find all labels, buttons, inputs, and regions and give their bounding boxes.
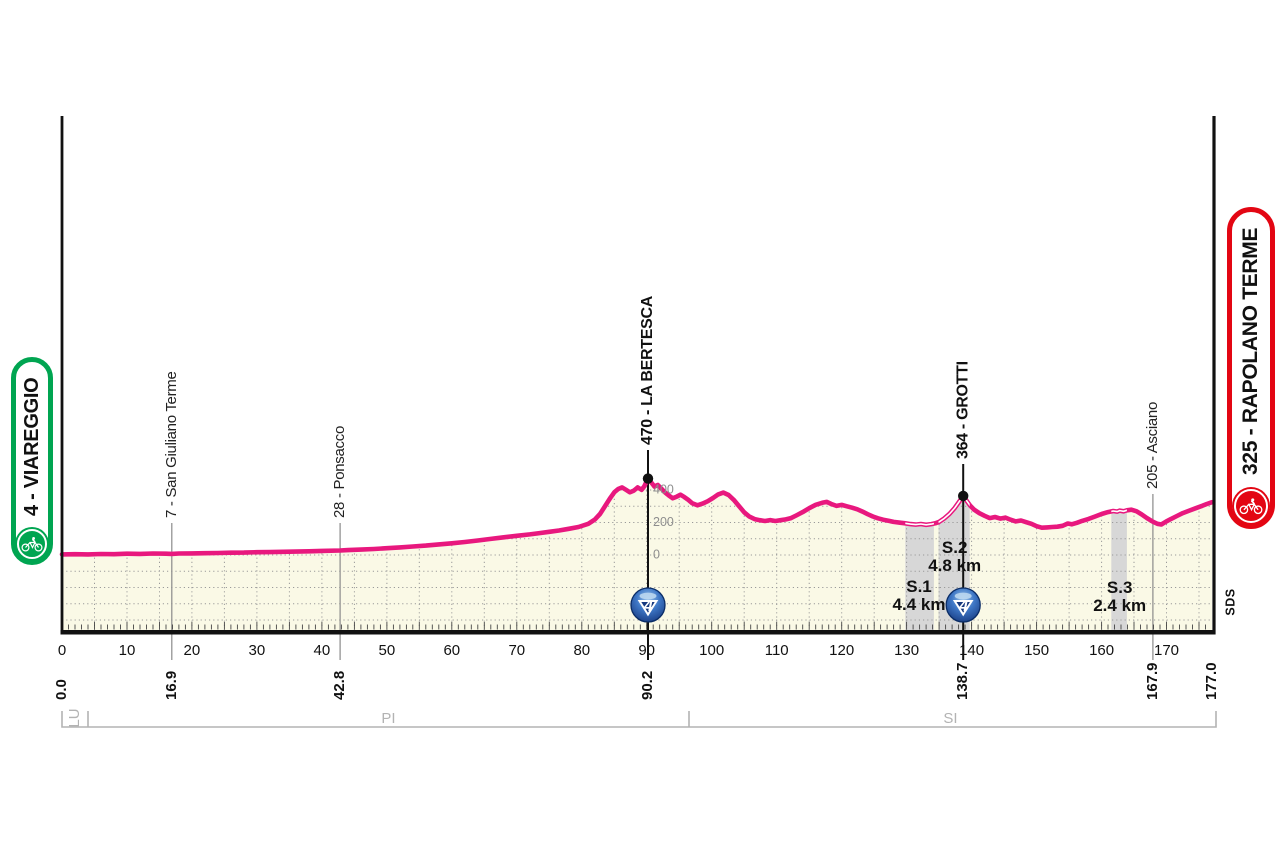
waypoint-town: 28 - Ponsacco [331, 426, 348, 518]
svg-text:S.1: S.1 [906, 577, 932, 596]
gpm-category-ball: 4 [945, 587, 981, 623]
svg-text:4: 4 [643, 598, 653, 615]
summit-dot [642, 473, 654, 484]
finish-location-label: 325 - RAPOLANO TERME [1239, 227, 1262, 476]
route-profile-line [59, 476, 1215, 557]
svg-text:70: 70 [508, 642, 525, 659]
svg-text:4.8 km: 4.8 km [928, 556, 981, 575]
svg-text:177.0: 177.0 [1203, 662, 1220, 700]
svg-text:0: 0 [58, 642, 66, 659]
svg-text:200: 200 [653, 515, 674, 529]
province-bracket: LU PI SI [61, 708, 1217, 728]
finish-badge [1234, 489, 1268, 523]
svg-text:150: 150 [1024, 642, 1049, 659]
svg-text:40: 40 [314, 642, 331, 659]
svg-text:7 - San Giuliano Terme: 7 - San Giuliano Terme [163, 371, 180, 518]
svg-text:160: 160 [1089, 642, 1114, 659]
finish-location-pill: 325 - RAPOLANO TERME [1227, 207, 1275, 529]
gravel-sector-labels: S.14.4 km S.24.8 km S.32.4 km [893, 538, 1147, 615]
svg-text:170: 170 [1154, 642, 1179, 659]
svg-text:4: 4 [958, 598, 968, 615]
svg-text:110: 110 [765, 642, 789, 659]
svg-text:205 - Asciano: 205 - Asciano [1144, 402, 1161, 489]
svg-text:470 - LA BERTESCA: 470 - LA BERTESCA [639, 295, 656, 445]
svg-text:140: 140 [959, 642, 984, 659]
svg-text:130: 130 [894, 642, 919, 659]
elevation-scale-labels: 400 200 0 [653, 482, 674, 561]
svg-text:0: 0 [653, 547, 660, 561]
svg-text:28 - Ponsacco: 28 - Ponsacco [331, 426, 348, 518]
svg-text:20: 20 [184, 642, 201, 659]
waypoint-climb: 364 - GROTTI 4 [945, 361, 981, 623]
cyclist-icon [1239, 497, 1263, 514]
waypoint-km-labels: 0.0 16.9 42.8 90.2 138.7 167.9 177.0 [53, 662, 1220, 700]
svg-text:400: 400 [653, 482, 674, 496]
svg-text:50: 50 [379, 642, 396, 659]
cyclist-icon [21, 536, 43, 552]
svg-text:120: 120 [829, 642, 854, 659]
svg-text:80: 80 [573, 642, 590, 659]
svg-text:16.9: 16.9 [163, 671, 180, 700]
svg-text:138.7: 138.7 [954, 662, 971, 700]
svg-text:90: 90 [638, 642, 655, 659]
start-location-pill: 4 - VIAREGGIO [11, 357, 53, 565]
svg-text:0.0: 0.0 [53, 679, 70, 700]
svg-text:167.9: 167.9 [1144, 662, 1161, 700]
svg-text:S.2: S.2 [942, 538, 968, 557]
svg-text:90.2: 90.2 [639, 671, 656, 700]
svg-text:30: 30 [249, 642, 266, 659]
svg-text:2.4 km: 2.4 km [1093, 596, 1146, 615]
svg-text:100: 100 [699, 642, 724, 659]
province-label: PI [381, 710, 395, 727]
summit-dot [958, 490, 969, 502]
svg-text:4.4 km: 4.4 km [893, 595, 946, 614]
svg-text:364 - GROTTI: 364 - GROTTI [954, 361, 971, 459]
chart-frame [60, 116, 1216, 635]
gpm-category-ball: 4 [630, 587, 666, 623]
waypoint-climb: 470 - LA BERTESCA 4 [630, 295, 666, 623]
waypoint-town: 7 - San Giuliano Terme [163, 371, 180, 518]
svg-text:S.3: S.3 [1107, 578, 1133, 597]
km-minor-ticks [68, 622, 1206, 630]
svg-text:60: 60 [443, 642, 460, 659]
start-location-label: 4 - VIAREGGIO [20, 377, 43, 516]
svg-text:42.8: 42.8 [331, 671, 348, 700]
waypoint-town: 205 - Asciano [1144, 402, 1161, 489]
credit-label: SDS [1223, 588, 1237, 615]
svg-text:10: 10 [119, 642, 136, 659]
start-badge [17, 529, 47, 559]
province-label: LU [66, 708, 83, 727]
x-axis-tick-labels: 0 10 20 30 40 50 60 70 80 90 100 110 120 130 140 150 160… [58, 642, 1179, 659]
province-label: SI [943, 710, 957, 727]
